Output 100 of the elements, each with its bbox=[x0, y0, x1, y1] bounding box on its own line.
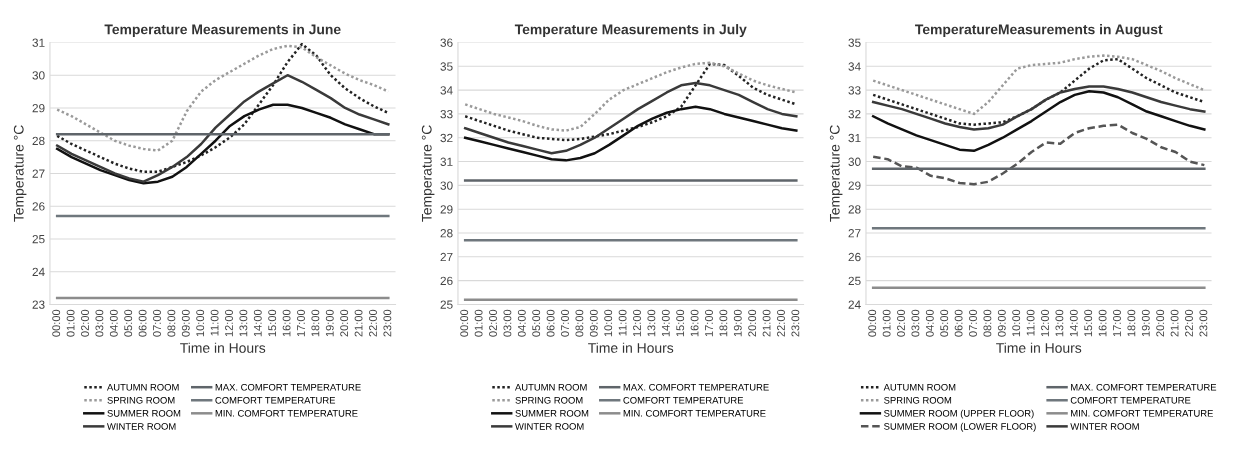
chart-title: Temperature Measurements in July bbox=[514, 24, 747, 38]
y-tick-label: 27 bbox=[848, 229, 861, 238]
legend-label: SPRING ROOM bbox=[884, 396, 952, 404]
x-tick-label: 04:00 bbox=[109, 309, 118, 337]
y-tick-label: 33 bbox=[440, 109, 453, 119]
x-tick-label: 02:00 bbox=[81, 309, 89, 337]
legend-label: AUTUMN ROOM bbox=[106, 383, 179, 391]
legend-label: AUTUMN ROOM bbox=[883, 383, 956, 391]
line-series bbox=[871, 54, 1206, 116]
x-tick-label: 09:00 bbox=[997, 309, 1006, 337]
x-tick-label: 09:00 bbox=[181, 309, 190, 337]
y-axis-title: Temperature °C bbox=[13, 125, 27, 222]
y-tick-label: 35 bbox=[848, 38, 861, 47]
x-tick-label: 19:00 bbox=[733, 309, 742, 337]
x-tick-label: 13:00 bbox=[1055, 309, 1064, 337]
y-tick-label: 23 bbox=[32, 300, 45, 309]
y-tick-label: 36 bbox=[440, 38, 453, 47]
x-tick-label: 07:00 bbox=[153, 309, 161, 337]
y-tick-label: 29 bbox=[32, 104, 45, 113]
x-tick-label: 01:00 bbox=[882, 309, 891, 337]
x-tick-label: 16:00 bbox=[690, 309, 699, 337]
x-tick-label: 07:00 bbox=[561, 309, 569, 337]
legend-label: SPRING ROOM bbox=[515, 396, 583, 404]
x-tick-label: 00:00 bbox=[868, 309, 877, 337]
x-tick-label: 09:00 bbox=[589, 309, 598, 337]
y-tick-label: 24 bbox=[848, 300, 861, 309]
x-tick-label: 03:00 bbox=[911, 309, 920, 337]
x-tick-label: 03:00 bbox=[95, 309, 104, 337]
legend-label: COMFORT TEMPERATURE bbox=[215, 396, 336, 404]
line-series bbox=[55, 73, 390, 183]
y-tick-label: 25 bbox=[440, 300, 453, 309]
y-tick-label: 31 bbox=[440, 157, 453, 166]
x-tick-label: 18:00 bbox=[1127, 309, 1136, 337]
x-axis-title: Time in Hours bbox=[996, 342, 1082, 353]
x-tick-label: 20:00 bbox=[340, 309, 349, 337]
chart-title: Temperature Measurements in June bbox=[104, 24, 341, 38]
x-tick-label: 20:00 bbox=[748, 309, 757, 337]
x-tick-label: 21:00 bbox=[354, 309, 363, 337]
x-tick-label: 12:00 bbox=[225, 309, 233, 337]
x-tick-label: 06:00 bbox=[546, 309, 555, 337]
legend-label: WINTER ROOM bbox=[1070, 423, 1139, 430]
x-tick-label: 22:00 bbox=[1185, 309, 1193, 337]
x-tick-label: 15:00 bbox=[676, 309, 685, 337]
y-tick-label: 32 bbox=[848, 109, 861, 119]
x-tick-label: 01:00 bbox=[474, 309, 483, 337]
x-tick-label: 10:00 bbox=[604, 309, 613, 337]
legend-label: SPRING ROOM bbox=[107, 396, 175, 404]
x-tick-label: 05:00 bbox=[532, 309, 541, 337]
legend-label: MAX. COMFORT TEMPERATURE bbox=[215, 383, 361, 391]
y-tick-label: 25 bbox=[32, 234, 45, 244]
x-tick-label: 12:00 bbox=[633, 309, 641, 337]
x-tick-label: 08:00 bbox=[983, 309, 992, 337]
x-tick-label: 07:00 bbox=[969, 309, 977, 337]
x-tick-label: 05:00 bbox=[940, 309, 949, 337]
legend-label: COMFORT TEMPERATURE bbox=[1070, 396, 1191, 404]
x-tick-label: 19:00 bbox=[325, 309, 334, 337]
y-axis-title: Temperature °C bbox=[421, 125, 435, 222]
y-tick-label: 26 bbox=[32, 202, 45, 211]
x-tick-label: 23:00 bbox=[791, 309, 800, 337]
x-tick-label: 06:00 bbox=[138, 309, 147, 337]
legend-label: MIN. COMFORT TEMPERATURE bbox=[623, 410, 766, 417]
line-series bbox=[871, 85, 1206, 131]
x-tick-label: 17:00 bbox=[297, 309, 305, 337]
y-tick-label: 26 bbox=[848, 252, 861, 262]
line-series bbox=[871, 123, 1206, 186]
legend-label: COMFORT TEMPERATURE bbox=[623, 396, 744, 404]
x-tick-label: 21:00 bbox=[762, 309, 771, 337]
x-tick-label: 16:00 bbox=[282, 309, 291, 337]
x-tick-label: 22:00 bbox=[369, 309, 377, 337]
y-tick-label: 29 bbox=[440, 205, 453, 214]
x-tick-label: 10:00 bbox=[196, 309, 205, 337]
y-tick-label: 32 bbox=[440, 133, 453, 143]
y-tick-label: 28 bbox=[32, 136, 45, 146]
y-tick-label: 30 bbox=[848, 157, 861, 166]
y-tick-label: 34 bbox=[848, 62, 861, 71]
y-tick-label: 27 bbox=[32, 169, 45, 178]
x-tick-label: 14:00 bbox=[661, 309, 670, 337]
y-tick-label: 33 bbox=[848, 86, 861, 95]
x-tick-label: 15:00 bbox=[268, 309, 277, 337]
y-tick-label: 34 bbox=[440, 86, 453, 95]
x-tick-label: 13:00 bbox=[239, 309, 248, 337]
y-axis-title: Temperature °C bbox=[829, 125, 843, 222]
legend-label: SUMMER ROOM bbox=[107, 410, 181, 417]
line-series bbox=[463, 105, 798, 162]
x-tick-label: 18:00 bbox=[311, 309, 320, 337]
y-tick-label: 30 bbox=[440, 181, 453, 190]
x-tick-label: 16:00 bbox=[1098, 309, 1107, 337]
y-tick-label: 28 bbox=[440, 229, 453, 238]
x-tick-label: 14:00 bbox=[253, 309, 262, 337]
legend-label: SUMMER ROOM (LOWER FLOOR) bbox=[884, 422, 1036, 432]
legend-label: MIN. COMFORT TEMPERATURE bbox=[1071, 410, 1213, 417]
line-series bbox=[55, 42, 390, 174]
x-tick-label: 04:00 bbox=[517, 309, 526, 337]
x-tick-label: 06:00 bbox=[954, 309, 963, 337]
x-tick-label: 11:00 bbox=[210, 309, 219, 336]
x-tick-label: 21:00 bbox=[1170, 309, 1179, 337]
y-tick-label: 30 bbox=[32, 71, 45, 80]
legend-label: WINTER ROOM bbox=[107, 423, 176, 430]
x-axis-title: Time in Hours bbox=[180, 342, 266, 353]
x-tick-label: 23:00 bbox=[1199, 309, 1208, 337]
